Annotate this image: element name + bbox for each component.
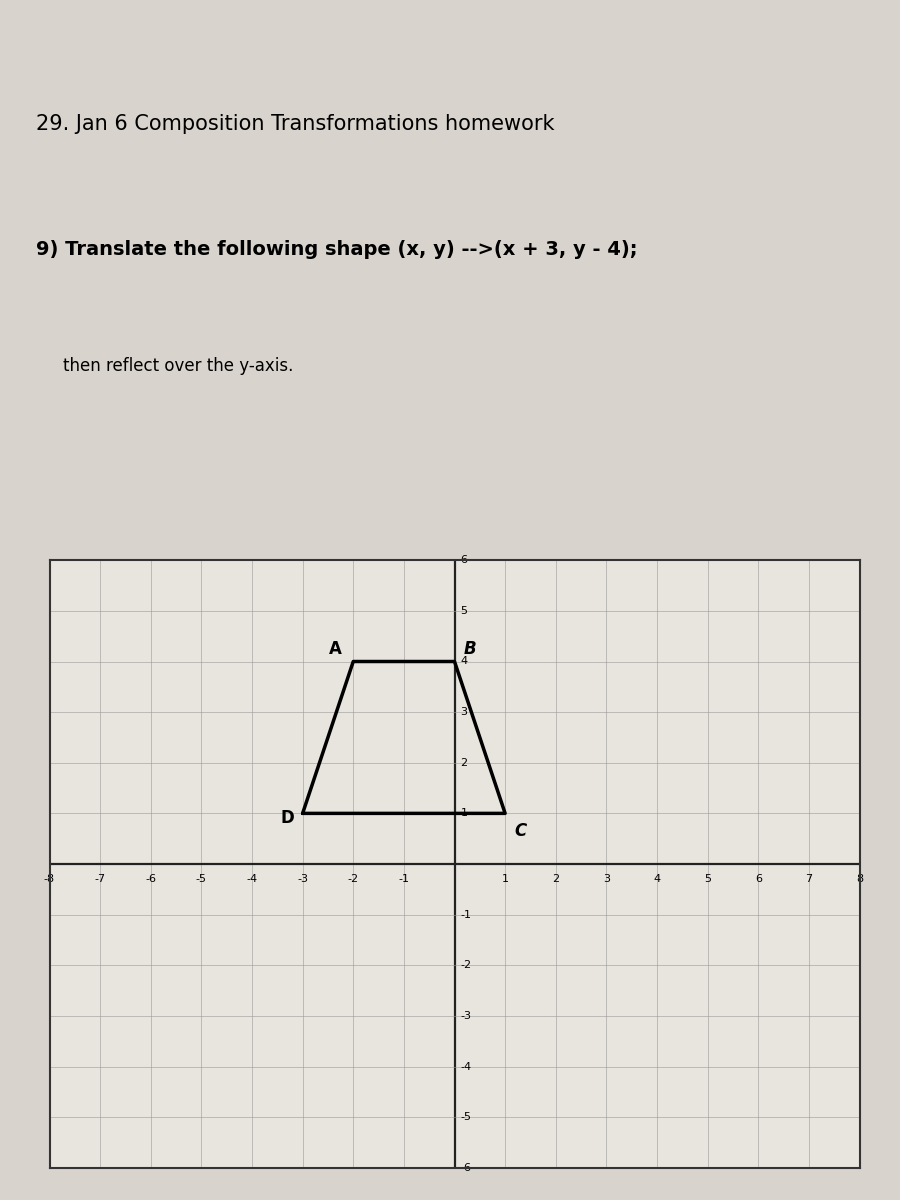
Text: -8: -8 bbox=[44, 874, 55, 884]
Text: -1: -1 bbox=[461, 910, 472, 919]
Text: -6: -6 bbox=[461, 1163, 472, 1172]
Text: 3: 3 bbox=[603, 874, 610, 884]
Text: -2: -2 bbox=[347, 874, 359, 884]
Text: -5: -5 bbox=[461, 1112, 472, 1122]
Text: 4: 4 bbox=[653, 874, 661, 884]
Text: 8: 8 bbox=[856, 874, 863, 884]
Text: B: B bbox=[464, 640, 476, 658]
Text: then reflect over the y-axis.: then reflect over the y-axis. bbox=[63, 356, 293, 374]
Text: -3: -3 bbox=[297, 874, 308, 884]
Text: -7: -7 bbox=[94, 874, 105, 884]
Text: 4: 4 bbox=[461, 656, 468, 666]
Text: -1: -1 bbox=[399, 874, 410, 884]
Text: 2: 2 bbox=[461, 757, 468, 768]
Text: C: C bbox=[514, 822, 526, 840]
Text: 5: 5 bbox=[461, 606, 468, 616]
Text: -2: -2 bbox=[461, 960, 472, 971]
Text: D: D bbox=[281, 810, 294, 828]
Text: 6: 6 bbox=[461, 556, 468, 565]
Text: -5: -5 bbox=[196, 874, 207, 884]
Text: 1: 1 bbox=[461, 809, 468, 818]
Text: A: A bbox=[329, 640, 342, 658]
Text: 6: 6 bbox=[755, 874, 761, 884]
Text: 3: 3 bbox=[461, 707, 468, 718]
Text: 2: 2 bbox=[553, 874, 559, 884]
Text: 9) Translate the following shape (x, y) -->(x + 3, y - 4);: 9) Translate the following shape (x, y) … bbox=[36, 240, 637, 259]
Text: 7: 7 bbox=[806, 874, 813, 884]
Text: 29. Jan 6 Composition Transformations homework: 29. Jan 6 Composition Transformations ho… bbox=[36, 114, 554, 134]
Text: 1: 1 bbox=[501, 874, 508, 884]
Text: -4: -4 bbox=[461, 1062, 472, 1072]
Text: -4: -4 bbox=[247, 874, 257, 884]
Text: -3: -3 bbox=[461, 1010, 472, 1021]
Text: -6: -6 bbox=[145, 874, 157, 884]
Text: 5: 5 bbox=[704, 874, 711, 884]
